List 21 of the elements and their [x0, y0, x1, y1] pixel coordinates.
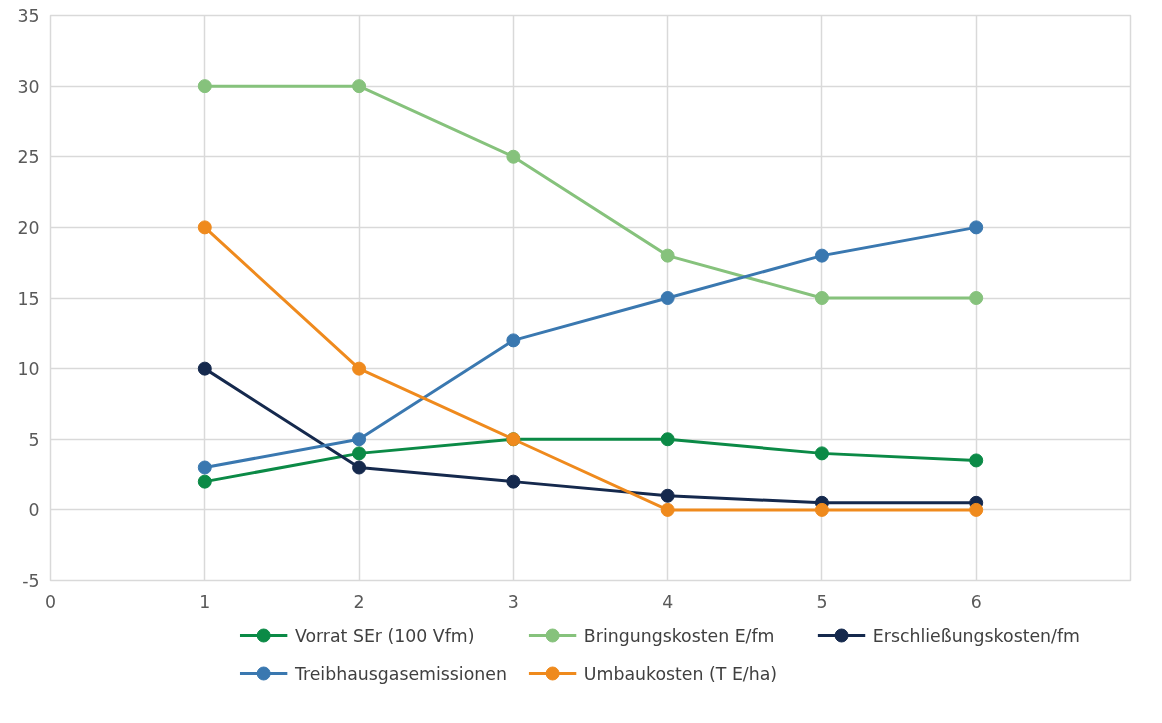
y-tick-label: 35	[17, 6, 40, 26]
y-tick-label: 0	[28, 500, 40, 521]
x-tick-label: 2	[353, 591, 365, 612]
x-tick-label: 0	[44, 591, 57, 612]
x-tick-label: 1	[199, 591, 211, 612]
legend-label: Erschließungskosten/fm	[872, 625, 1080, 646]
x-tick-label: 6	[970, 591, 982, 612]
y-tick-label: 25	[17, 147, 40, 168]
legend-label: Treibhausgasemissionen	[293, 663, 507, 684]
legend-label: Umbaukosten (T E/ha)	[583, 663, 778, 684]
y-tick-label: 5	[28, 429, 40, 450]
x-tick-label: 5	[816, 591, 828, 612]
legend-label: Vorrat SEr (100 Vfm)	[294, 625, 475, 646]
y-tick-label: 20	[17, 217, 40, 238]
legend-label: Bringungskosten E/fm	[583, 625, 775, 646]
y-tick-label: 15	[17, 288, 40, 309]
y-tick-label: 10	[17, 359, 40, 380]
y-tick-label: 30	[17, 76, 40, 97]
y-tick-label: -5	[22, 571, 40, 591]
x-tick-label: 4	[662, 591, 674, 612]
x-tick-label: 3	[507, 591, 519, 612]
